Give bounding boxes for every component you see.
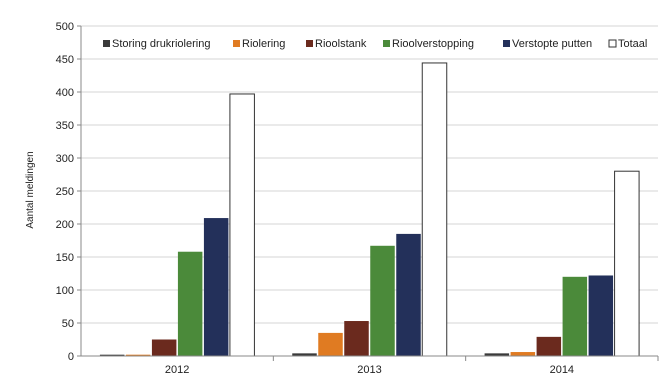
x-tick-label: 2013 xyxy=(357,364,381,375)
bar-rioolverstopping-2014 xyxy=(562,276,588,356)
y-tick-label: 200 xyxy=(56,219,74,231)
y-tick-label: 150 xyxy=(56,252,74,264)
legend-swatch xyxy=(233,40,240,47)
y-tick-label: 400 xyxy=(56,87,74,99)
legend-swatch xyxy=(608,39,617,48)
bar-storing-drukriolering-2014 xyxy=(484,353,510,356)
y-tick-label: 100 xyxy=(56,285,74,297)
legend-swatch xyxy=(103,40,110,47)
y-tick-label: 500 xyxy=(56,21,74,33)
legend-entry: Riolering xyxy=(242,38,285,50)
legend-entry: Rioolverstopping xyxy=(392,38,474,50)
bar-riolering-2012 xyxy=(125,354,151,356)
axes: 0 50 100 150 200 250 300 350 400 450 500 2012 2013 20… xyxy=(56,21,659,375)
gridlines xyxy=(81,25,658,324)
y-tick-label: 0 xyxy=(68,351,74,363)
bar-verstopte-putten-2014 xyxy=(588,275,614,356)
legend-swatch xyxy=(503,40,510,47)
bar-storing-drukriolering-2013 xyxy=(292,353,317,356)
bar-totaal-2012 xyxy=(229,93,255,357)
bar-rioolverstopping-2012 xyxy=(177,251,203,356)
y-tick-label: 250 xyxy=(56,186,74,198)
bar-verstopte-putten-2012 xyxy=(203,218,229,356)
bar-rioolstank-2012 xyxy=(151,339,177,356)
legend-entry: Verstopte putten xyxy=(512,38,592,50)
y-tick-label: 450 xyxy=(56,54,74,66)
bar-riolering-2014 xyxy=(510,352,536,356)
bar-totaal-2013 xyxy=(421,62,448,357)
legend-swatch xyxy=(306,40,313,47)
legend: Storing drukriolering Riolering Rioolstank… xyxy=(103,38,647,50)
legend-entry: Storing drukriolering xyxy=(112,38,210,50)
bar-riolering-2013 xyxy=(318,332,343,356)
bar-verstopte-putten-2013 xyxy=(396,233,421,356)
y-tick-label: 300 xyxy=(56,153,74,165)
bars xyxy=(99,62,640,357)
bar-rioolstank-2013 xyxy=(344,321,369,356)
bar-storing-drukriolering-2012 xyxy=(99,354,125,356)
bar-rioolstank-2014 xyxy=(536,336,562,356)
x-tick-label: 2012 xyxy=(165,364,189,375)
y-axis-title: Aantal meldingen xyxy=(25,151,36,228)
y-tick-label: 50 xyxy=(62,318,74,330)
bar-totaal-2014 xyxy=(614,170,640,357)
legend-entry: Rioolstank xyxy=(315,38,367,50)
bar-rioolverstopping-2013 xyxy=(370,245,395,356)
legend-swatch xyxy=(383,40,390,47)
x-tick-label: 2014 xyxy=(550,364,574,375)
legend-entry: Totaal xyxy=(618,38,647,50)
y-tick-label: 350 xyxy=(56,120,74,132)
